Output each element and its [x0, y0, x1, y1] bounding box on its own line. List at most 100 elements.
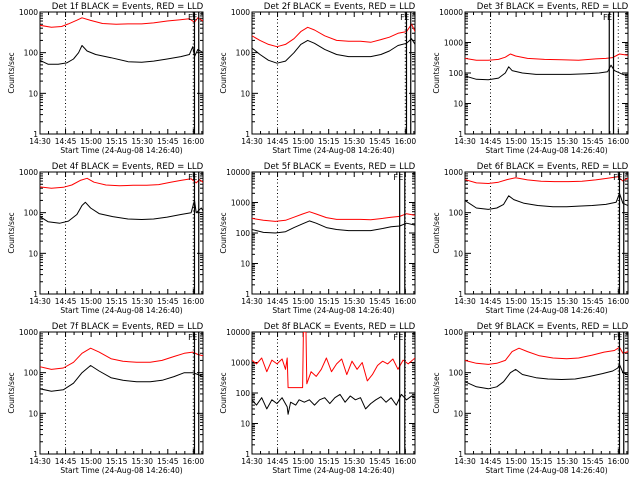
x-tick-label: 14:45	[480, 297, 502, 306]
x-tick-label: 15:00	[505, 297, 527, 306]
x-tick-label: 15:15	[531, 457, 553, 466]
marker-label: E	[398, 173, 403, 182]
y-tick-label: 1	[458, 130, 463, 139]
panel-frame	[251, 331, 416, 455]
x-tick-label: 16:00	[608, 297, 630, 306]
series-events-line	[465, 192, 628, 210]
panel-title: Det 2f BLACK = Events, RED = LLD	[264, 2, 416, 12]
x-tick-label: 15:30	[131, 137, 153, 146]
panel-det-3: Det 3f BLACK = Events, RED = LLD 1 10 100 10…	[432, 2, 629, 155]
panel-title: Det 8f BLACK = Events, RED = LLD	[264, 322, 416, 332]
series-lld-line	[252, 211, 415, 222]
panel-det-7: Det 7f BLACK = Events, RED = LLD 1 10 100 10…	[7, 322, 204, 475]
marker-label: E	[192, 333, 197, 342]
series-lld-line	[40, 347, 203, 370]
marker-label: F	[188, 333, 193, 342]
y-tick-label: 10000	[226, 328, 250, 337]
x-tick-label: 15:15	[106, 297, 128, 306]
marker-label: F	[613, 173, 618, 182]
y-tick-label: 100	[449, 369, 464, 378]
panel-det-5: Det 5f BLACK = Events, RED = LLD 1 10 100 10…	[219, 162, 416, 315]
x-tick-label: 15:30	[556, 297, 578, 306]
x-tick-label: 14:30	[29, 297, 51, 306]
x-tick-label: 14:30	[241, 137, 263, 146]
series-group	[465, 346, 628, 390]
marker-label: E	[404, 13, 409, 22]
y-tick-label: 1	[245, 290, 250, 299]
series-group	[252, 332, 415, 415]
x-tick-label: 15:15	[106, 457, 128, 466]
series-group	[465, 53, 628, 81]
panel-frame	[39, 331, 204, 455]
series-events-line	[40, 45, 203, 65]
marker-label: E	[617, 333, 622, 342]
series-events-line	[465, 363, 628, 390]
x-axis-label: Start Time (24-Aug-08 14:26:40)	[485, 466, 607, 475]
y-tick-label: 10000	[226, 168, 250, 177]
y-tick-label: 1	[33, 290, 38, 299]
series-group	[40, 347, 203, 392]
x-tick-label: 14:30	[29, 137, 51, 146]
x-tick-label: 15:45	[157, 297, 179, 306]
x-tick-label: 15:45	[369, 137, 391, 146]
y-tick-label: 10	[453, 409, 463, 418]
panel-det-1: Det 1f BLACK = Events, RED = LLD 1 10 100 10…	[7, 2, 204, 155]
x-tick-label: 15:00	[292, 457, 314, 466]
panel-frame	[464, 171, 629, 295]
marker-label: E	[617, 173, 622, 182]
marker-label: F	[393, 333, 398, 342]
x-tick-label: 15:00	[80, 137, 102, 146]
y-tick-label: 100	[24, 369, 39, 378]
x-axis-label: Start Time (24-Aug-08 14:26:40)	[60, 466, 182, 475]
panel-title: Det 5f BLACK = Events, RED = LLD	[264, 162, 416, 172]
series-events-line	[252, 38, 415, 64]
marker-label: E	[607, 13, 612, 22]
y-tick-label: 10	[28, 249, 38, 258]
y-tick-label: 1000	[19, 168, 38, 177]
x-tick-label: 15:30	[131, 297, 153, 306]
x-tick-label: 16:00	[608, 457, 630, 466]
marker-label: F	[613, 333, 618, 342]
panel-frame	[39, 11, 204, 135]
y-tick-label: 1000	[19, 328, 38, 337]
x-tick-label: 15:00	[80, 457, 102, 466]
series-events-line	[40, 365, 203, 392]
x-tick-label: 15:15	[318, 137, 340, 146]
x-axis-label: Start Time (24-Aug-08 14:26:40)	[272, 146, 394, 155]
series-lld-line	[465, 53, 628, 61]
marker-label: E	[188, 13, 193, 22]
x-tick-label: 16:00	[183, 297, 205, 306]
x-tick-label: 15:00	[80, 297, 102, 306]
x-tick-label: 15:30	[556, 137, 578, 146]
y-tick-label: 1000	[231, 359, 250, 368]
x-tick-label: 14:45	[267, 297, 289, 306]
panel-title: Det 6f BLACK = Events, RED = LLD	[477, 162, 629, 172]
y-axis-label: Counts/sec	[7, 212, 16, 253]
x-tick-label: 15:45	[157, 457, 179, 466]
x-tick-label: 16:00	[608, 137, 630, 146]
y-axis-label: Counts/sec	[7, 52, 16, 93]
panel-det-8: Det 8f BLACK = Events, RED = LLD 1 10 100 10…	[219, 322, 416, 475]
series-events-line	[40, 199, 203, 224]
x-axis-label: Start Time (24-Aug-08 14:26:40)	[272, 306, 394, 315]
y-tick-label: 10	[28, 409, 38, 418]
x-tick-label: 16:00	[183, 137, 205, 146]
y-tick-label: 1	[458, 290, 463, 299]
x-tick-label: 15:30	[131, 457, 153, 466]
panel-title: Det 9f BLACK = Events, RED = LLD	[477, 322, 629, 332]
x-tick-label: 15:15	[106, 137, 128, 146]
y-axis-label: Counts/sec	[219, 52, 228, 93]
x-tick-label: 15:45	[582, 137, 604, 146]
y-tick-label: 10000	[439, 8, 463, 17]
series-group	[40, 177, 203, 224]
x-tick-label: 15:00	[292, 137, 314, 146]
y-axis-label: Counts/sec	[432, 372, 441, 413]
x-tick-label: 15:30	[343, 457, 365, 466]
marker-label: F	[603, 13, 608, 22]
y-tick-label: 1000	[19, 8, 38, 17]
series-events-line	[252, 220, 415, 234]
x-tick-label: 16:00	[395, 457, 417, 466]
marker-label: E	[192, 13, 197, 22]
y-tick-label: 100	[24, 49, 39, 58]
